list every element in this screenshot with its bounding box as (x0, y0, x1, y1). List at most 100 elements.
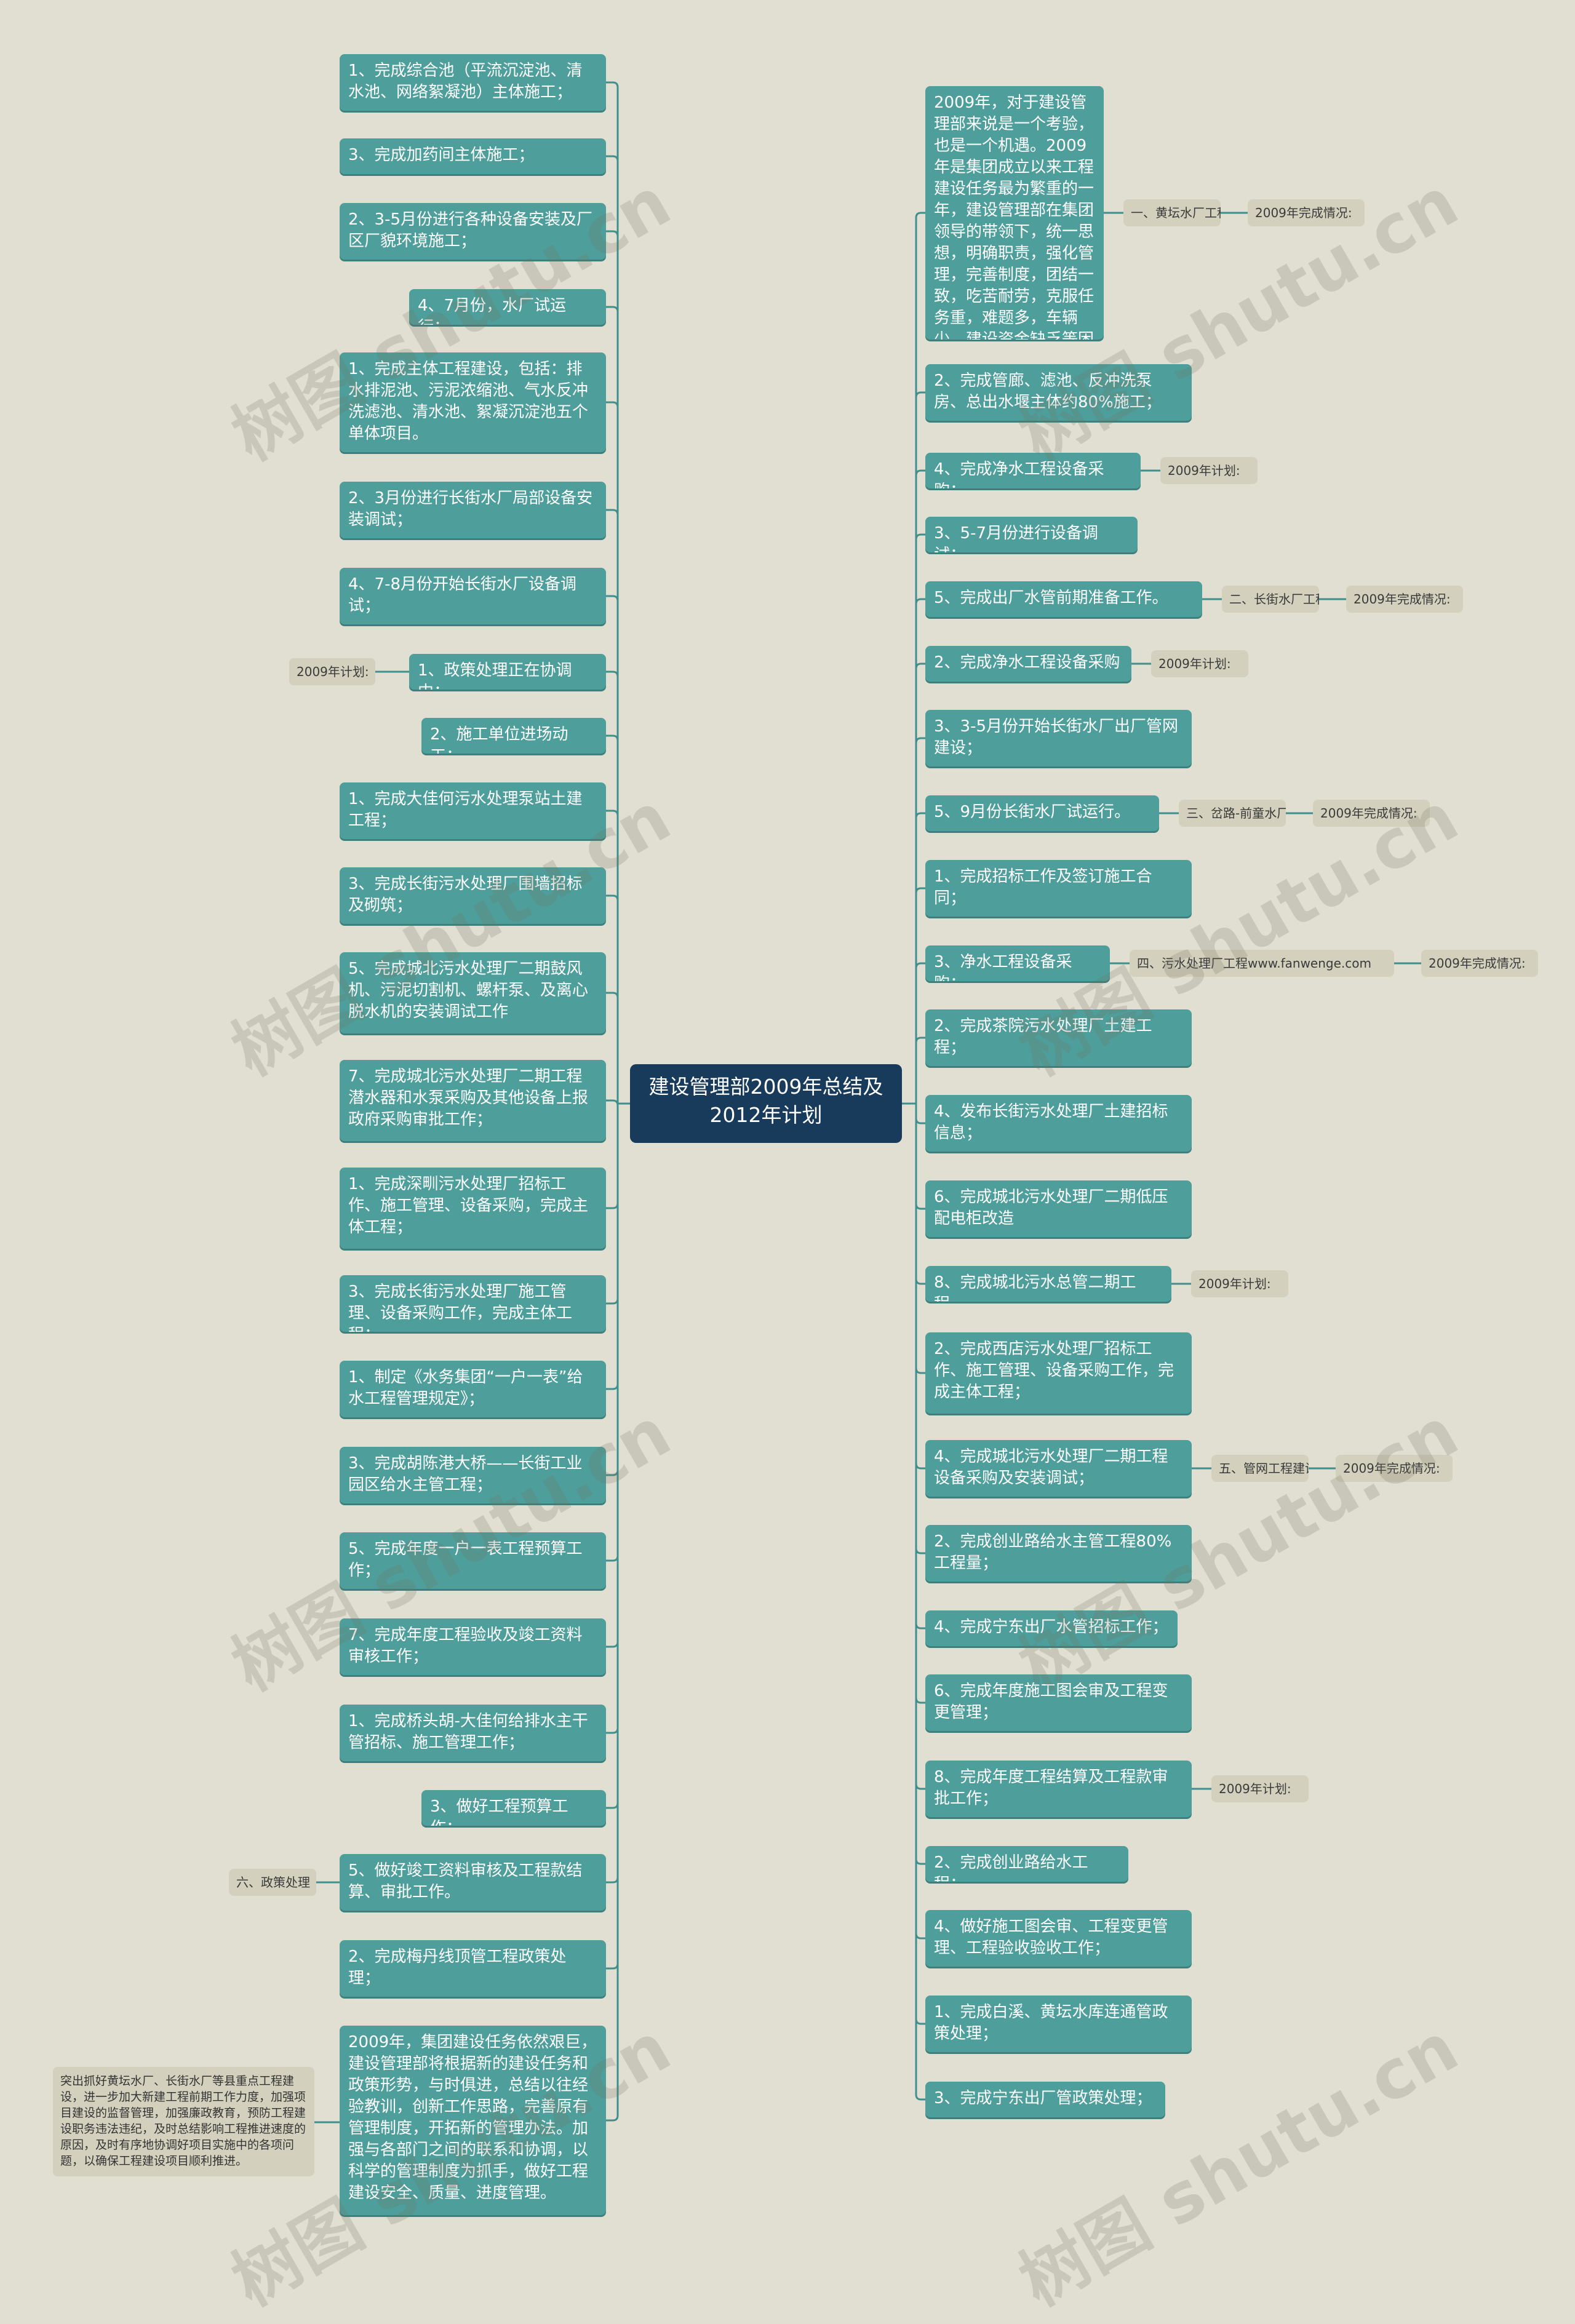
right-section-tag[interactable]: 五、管网工程建设 (1211, 1455, 1309, 1482)
left-branch-line (606, 1555, 619, 1562)
left-tag[interactable]: 六、政策处理 (229, 1869, 316, 1896)
right-leaf-node[interactable]: 1、完成招标工作及签订施工合同； (925, 860, 1192, 917)
right-status-tag[interactable]: 2009年计划: (1151, 650, 1248, 677)
left-branch-line (606, 1383, 619, 1390)
right-leaf-node[interactable]: 4、做好施工图会审、工程变更管理、工程验收验收工作； (925, 1910, 1192, 1967)
left-leaf-node[interactable]: 2、施工单位进场动工； (421, 718, 606, 754)
right-leaf-node[interactable]: 2、完成茶院污水处理厂土建工程； (925, 1009, 1192, 1066)
left-leaf-node[interactable]: 3、完成长街污水处理厂施工管理、设备采购工作，完成主体工程； (340, 1275, 606, 1332)
left-tag[interactable]: 2009年计划: (289, 658, 375, 685)
right-branch-line (915, 2094, 925, 2101)
right-leaf-node[interactable]: 3、净水工程设备采购； (925, 945, 1110, 981)
left-leaf-node[interactable]: 2009年，集团建设任务依然艰巨，建设管理部将根据新的建设任务和政策形势，与时俱… (340, 2026, 606, 2215)
right-leaf-node[interactable]: 8、完成城北污水总管二期工程。 (925, 1266, 1171, 1302)
right-branch-line (915, 887, 925, 894)
left-leaf-node[interactable]: 5、做好竣工资料审核及工程款结算、审批工作。 (340, 1854, 606, 1911)
left-leaf-node[interactable]: 4、7-8月份开始长街水厂设备调试； (340, 568, 606, 624)
connector-lines (314, 81, 1421, 2123)
right-branch-line (915, 1697, 925, 1704)
left-leaf-node[interactable]: 1、制定《水务集团“一户一表”给水工程管理规定》； (340, 1361, 606, 1417)
right-leaf-node[interactable]: 4、完成净水工程设备采购； (925, 453, 1141, 488)
left-leaf-node[interactable]: 7、完成城北污水处理厂二期工程潜水器和水泵采购及其他设备上报政府采购审批工作； (340, 1060, 606, 1141)
left-note[interactable]: 突出抓好黄坛水厂、长街水厂等县重点工程建设，进一步加大新建工程前期工作力度，加强… (53, 2067, 314, 2176)
left-branch-line (606, 734, 619, 741)
left-leaf-node[interactable]: 3、完成胡陈港大桥——长街工业园区给水主管工程； (340, 1447, 606, 1503)
left-branch-line (606, 401, 619, 408)
right-branch-line (915, 1623, 925, 1630)
right-status-tag[interactable]: 2009年计划: (1160, 457, 1258, 484)
right-section-tag[interactable]: 二、长街水厂工程 (1222, 586, 1319, 613)
right-section-tag[interactable]: 一、黄坛水厂工程 (1123, 199, 1221, 226)
right-branch-line (915, 1548, 925, 1554)
left-branch-line (606, 1099, 619, 1106)
right-status-tag[interactable]: 2009年计划: (1211, 1775, 1309, 1802)
right-status-tag[interactable]: 2009年完成情况: (1313, 800, 1430, 827)
right-leaf-node[interactable]: 4、发布长街污水处理厂土建招标信息； (925, 1095, 1192, 1152)
right-branch-line (915, 1203, 925, 1210)
left-leaf-node[interactable]: 2、3-5月份进行各种设备安装及厂区厂貌环境施工； (340, 203, 606, 260)
right-branch-line (915, 663, 925, 669)
left-leaf-node[interactable]: 7、完成年度工程验收及竣工资料审核工作； (340, 1618, 606, 1675)
right-leaf-node[interactable]: 3、5-7月份进行设备调试； (925, 517, 1138, 552)
left-branch-line (606, 306, 619, 312)
left-branch-line (606, 1470, 619, 1476)
right-branch-line (915, 1783, 925, 1790)
left-leaf-node[interactable]: 1、完成综合池（平流沉淀池、清水池、网络絮凝池）主体施工； (340, 54, 606, 111)
right-leaf-node[interactable]: 2、完成净水工程设备采购 (925, 646, 1131, 682)
left-leaf-node[interactable]: 1、政策处理正在协调中； (409, 654, 606, 690)
left-leaf-node[interactable]: 5、完成城北污水处理厂二期鼓风机、污泥切割机、螺杆泵、及离心脱水机的安装调试工作 (340, 952, 606, 1033)
right-section-tag[interactable]: 三、岔路-前童水厂 (1179, 800, 1286, 827)
right-leaf-node[interactable]: 3、完成宁东出厂管政策处理； (925, 2082, 1165, 2117)
right-status-tag[interactable]: 2009年完成情况: (1421, 950, 1538, 977)
left-leaf-node[interactable]: 1、完成大佳何污水处理泵站土建工程； (340, 782, 606, 839)
left-branch-line (606, 1877, 619, 1884)
right-leaf-node[interactable]: 2009年，对于建设管理部来说是一个考验，也是一个机遇。2009年是集团成立以来… (925, 86, 1104, 340)
left-leaf-node[interactable]: 4、7月份，水厂试运行； (409, 289, 606, 325)
right-status-tag[interactable]: 2009年计划: (1191, 1270, 1288, 1297)
right-leaf-node[interactable]: 6、完成年度施工图会审及工程变更管理； (925, 1674, 1192, 1731)
left-leaf-node[interactable]: 3、完成加药间主体施工； (340, 138, 606, 174)
left-branch-line (606, 992, 619, 998)
root-topic[interactable]: 建设管理部2009年总结及2012年计划 (630, 1064, 902, 1143)
right-leaf-node[interactable]: 2、完成管廊、滤池、反冲洗泵房、总出水堰主体约80%施工； (925, 364, 1192, 421)
right-branch-line (915, 737, 925, 744)
left-branch-line (606, 155, 619, 162)
right-branch-line (915, 533, 925, 540)
right-branch-line (915, 391, 925, 398)
left-leaf-node[interactable]: 5、完成年度一户一表工程预算工作； (340, 1532, 606, 1589)
right-leaf-node[interactable]: 6、完成城北污水处理厂二期低压配电柜改造 (925, 1180, 1192, 1237)
right-branch-line (915, 1367, 925, 1374)
left-leaf-node[interactable]: 1、完成主体工程建设，包括：排水排泥池、污泥浓缩池、气水反冲洗滤池、清水池、絮凝… (340, 352, 606, 452)
left-leaf-node[interactable]: 2、完成梅丹线顶管工程政策处理； (340, 1940, 606, 1997)
right-branch-line (915, 1858, 925, 1865)
right-branch-line (915, 2018, 925, 2025)
left-leaf-node[interactable]: 3、完成长街污水处理厂围墙招标及砌筑； (340, 867, 606, 924)
left-branch-line (606, 894, 619, 901)
right-leaf-node[interactable]: 2、完成西店污水处理厂招标工作、施工管理、设备采购工作，完成主体工程； (925, 1332, 1192, 1414)
right-section-tag[interactable]: 四、污水处理厂工程www.fanwenge.com (1130, 950, 1394, 977)
right-leaf-node[interactable]: 2、完成创业路给水主管工程80%工程量； (925, 1525, 1192, 1582)
left-leaf-node[interactable]: 1、完成桥头胡-大佳何给排水主干管招标、施工管理工作； (340, 1705, 606, 1761)
left-branch-line (606, 810, 619, 816)
right-leaf-node[interactable]: 8、完成年度工程结算及工程款审批工作； (925, 1761, 1192, 1817)
right-leaf-node[interactable]: 3、3-5月份开始长街水厂出厂管网建设； (925, 710, 1192, 766)
right-branch-line (915, 212, 925, 218)
right-status-tag[interactable]: 2009年完成情况: (1336, 1455, 1453, 1482)
right-branch-line (915, 1118, 925, 1124)
right-leaf-node[interactable]: 2、完成创业路给水工程； (925, 1846, 1128, 1882)
left-leaf-node[interactable]: 2、3月份进行长街水厂局部设备安装调试； (340, 482, 606, 538)
right-leaf-node[interactable]: 5、完成出厂水管前期准备工作。 (925, 581, 1202, 617)
left-branch-line (606, 230, 619, 237)
right-leaf-node[interactable]: 1、完成白溪、黄坛水库连通管政策处理； (925, 1996, 1192, 2052)
right-leaf-node[interactable]: 4、完成宁东出厂水管招标工作； (925, 1610, 1178, 1646)
right-status-tag[interactable]: 2009年完成情况: (1248, 199, 1365, 226)
left-branch-line (606, 595, 619, 602)
left-leaf-node[interactable]: 3、做好工程预算工作； (421, 1790, 606, 1826)
right-branch-line (915, 1037, 925, 1043)
right-leaf-node[interactable]: 5、9月份长街水厂试运行。 (925, 795, 1159, 831)
right-status-tag[interactable]: 2009年完成情况: (1346, 586, 1463, 613)
right-leaf-node[interactable]: 4、完成城北污水处理厂二期工程设备采购及安装调试； (925, 1440, 1192, 1497)
right-branch-line (915, 1278, 925, 1285)
right-branch-line (915, 1933, 925, 1940)
left-leaf-node[interactable]: 1、完成深甽污水处理厂招标工作、施工管理、设备采购，完成主体工程； (340, 1168, 606, 1249)
